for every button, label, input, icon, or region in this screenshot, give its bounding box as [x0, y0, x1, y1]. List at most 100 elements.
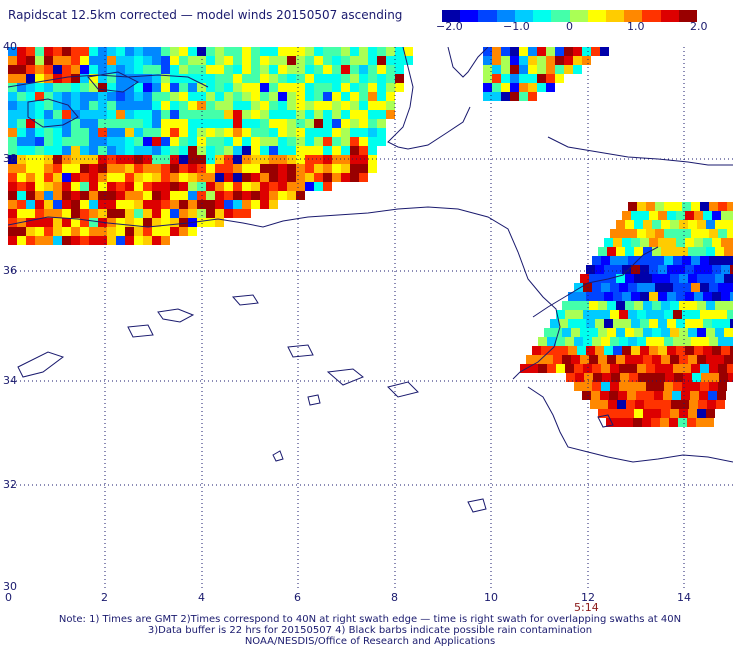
wind-cell: [161, 155, 170, 164]
wind-cell: [260, 83, 269, 92]
wind-cell: [287, 146, 296, 155]
wind-cell: [662, 400, 671, 409]
wind-cell: [134, 164, 143, 173]
wind-cell: [107, 101, 116, 110]
wind-cell: [17, 182, 26, 191]
wind-cell: [622, 265, 631, 274]
wind-cell: [580, 301, 589, 310]
wind-cell: [170, 137, 179, 146]
wind-cell: [17, 74, 26, 83]
wind-cell: [116, 110, 125, 119]
wind-cell: [601, 310, 610, 319]
wind-cell: [278, 65, 287, 74]
wind-cell: [242, 83, 251, 92]
wind-cell: [8, 236, 17, 245]
wind-cell: [665, 373, 674, 382]
wind-cell: [314, 164, 323, 173]
wind-cell: [688, 274, 697, 283]
wind-cell: [645, 391, 654, 400]
wind-cell: [116, 83, 125, 92]
wind-cell: [152, 218, 161, 227]
wind-cell: [730, 292, 733, 301]
wind-cell: [631, 238, 640, 247]
wind-cell: [640, 238, 649, 247]
wind-cell: [637, 310, 646, 319]
wind-cell: [62, 236, 71, 245]
wind-cell: [107, 110, 116, 119]
wind-cell: [323, 92, 332, 101]
wind-cell: [599, 400, 608, 409]
wind-cell: [224, 182, 233, 191]
wind-cell: [483, 74, 492, 83]
wind-cell: [53, 92, 62, 101]
wind-cell: [143, 65, 152, 74]
wind-cell: [368, 101, 377, 110]
wind-cell: [350, 101, 359, 110]
wind-cell: [179, 164, 188, 173]
wind-cell: [305, 101, 314, 110]
wind-cell: [233, 47, 242, 56]
wind-cell: [717, 391, 726, 400]
wind-cell: [377, 128, 386, 137]
wind-cell: [628, 202, 637, 211]
wind-cell: [161, 110, 170, 119]
wind-cell: [89, 128, 98, 137]
wind-cell: [278, 56, 287, 65]
wind-cell: [134, 128, 143, 137]
wind-cell: [386, 101, 395, 110]
lat-label: 38: [3, 152, 17, 165]
wind-cell: [573, 47, 582, 56]
wind-cell: [661, 220, 670, 229]
wind-cell: [80, 47, 89, 56]
wind-cell: [206, 146, 215, 155]
wind-cell: [62, 146, 71, 155]
wind-cell: [553, 355, 562, 364]
wind-cell: [537, 56, 546, 65]
wind-cell: [332, 146, 341, 155]
wind-cell: [179, 209, 188, 218]
wind-cell: [8, 83, 17, 92]
wind-cell: [89, 83, 98, 92]
wind-cell: [143, 164, 152, 173]
wind-cell: [544, 355, 553, 364]
wind-cell: [143, 83, 152, 92]
wind-cell: [242, 191, 251, 200]
wind-cell: [332, 101, 341, 110]
wind-cell: [359, 146, 368, 155]
wind-cell: [575, 373, 584, 382]
wind-cell: [341, 137, 350, 146]
wind-cell: [635, 400, 644, 409]
wind-cell: [679, 274, 688, 283]
wind-cell: [242, 164, 251, 173]
wind-cell: [17, 47, 26, 56]
wind-cell: [607, 409, 616, 418]
wind-cell: [251, 182, 260, 191]
wind-cell: [664, 310, 673, 319]
wind-cell: [242, 128, 251, 137]
wind-cell: [681, 391, 690, 400]
wind-cell: [125, 191, 134, 200]
wind-cell: [670, 409, 679, 418]
wind-cell: [359, 83, 368, 92]
wind-cell: [625, 274, 634, 283]
wind-cell: [44, 137, 53, 146]
wind-cell: [377, 92, 386, 101]
wind-cell: [691, 256, 700, 265]
wind-cell: [676, 238, 685, 247]
wind-cell: [269, 74, 278, 83]
wind-cell: [386, 83, 395, 92]
wind-cell: [483, 83, 492, 92]
wind-cell: [609, 391, 618, 400]
wind-cell: [323, 119, 332, 128]
wind-cell: [544, 328, 553, 337]
wind-cell: [170, 65, 179, 74]
wind-cell: [53, 236, 62, 245]
wind-cell: [125, 47, 134, 56]
wind-cell: [685, 211, 694, 220]
wind-cell: [152, 227, 161, 236]
wind-cell: [350, 155, 359, 164]
wind-cell: [179, 65, 188, 74]
wind-cell: [98, 137, 107, 146]
wind-cell: [332, 164, 341, 173]
colorbar-tick: 0: [566, 20, 573, 33]
